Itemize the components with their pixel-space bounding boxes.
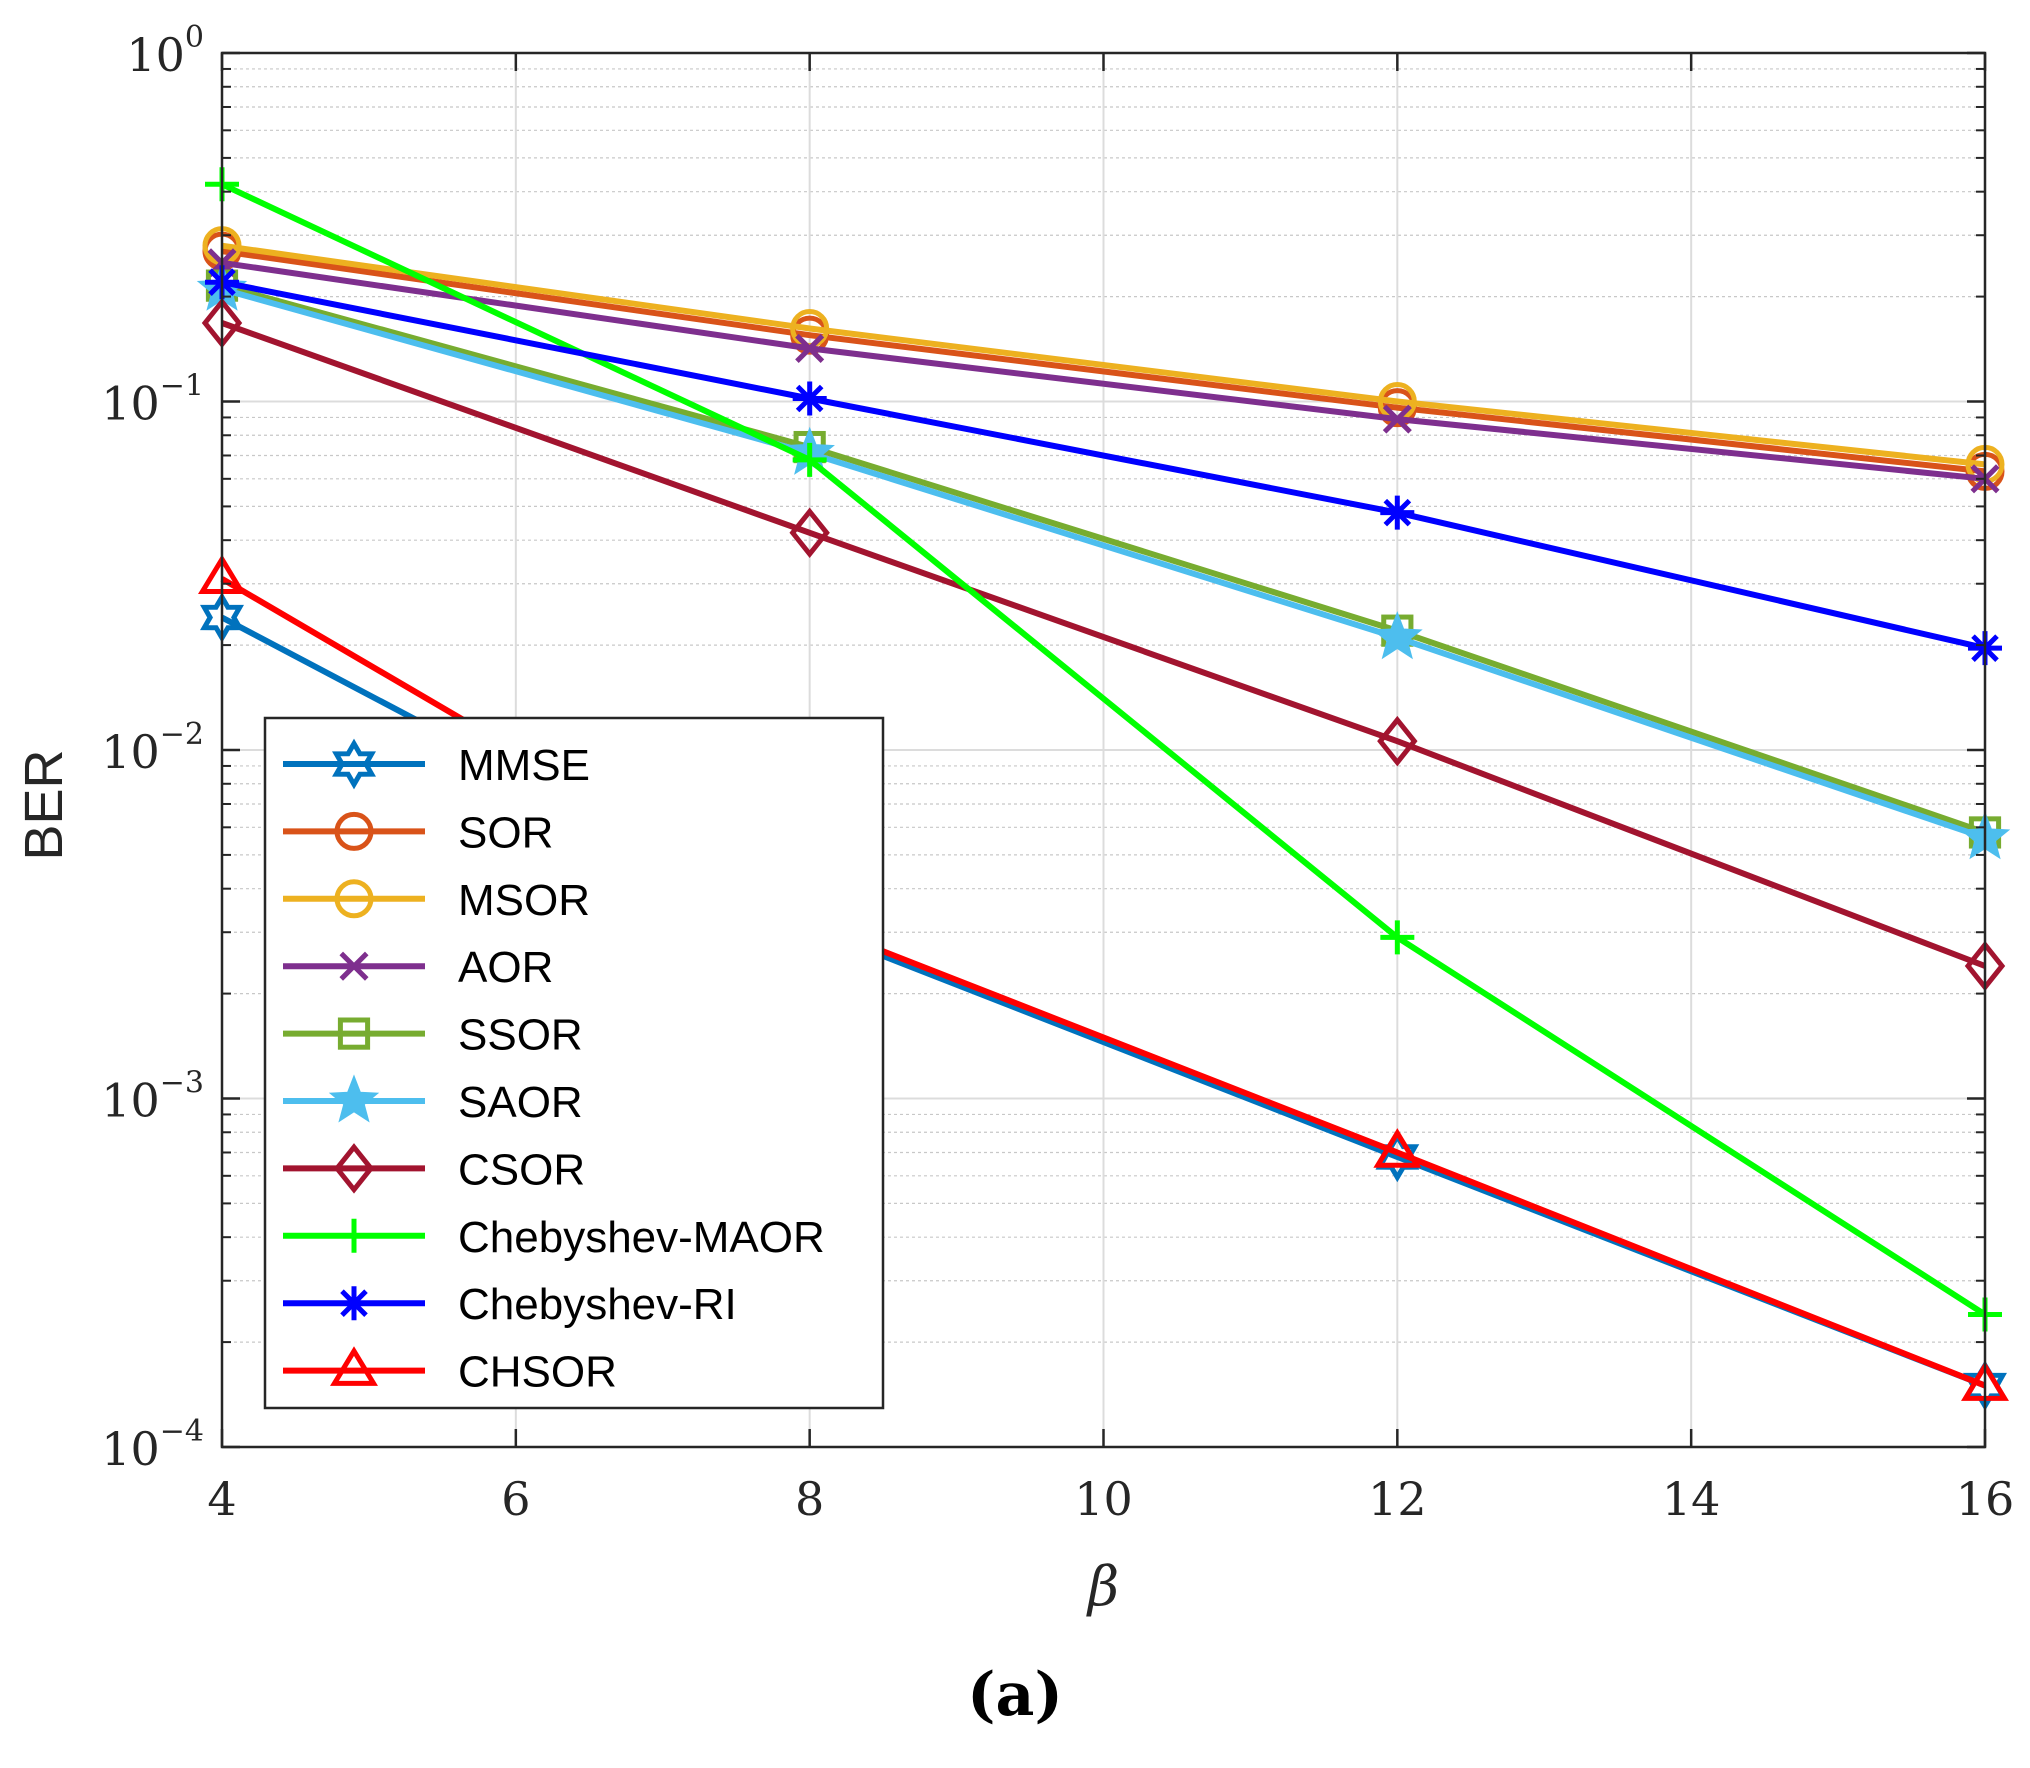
legend-label: SAOR: [458, 1078, 583, 1127]
data-point: [1377, 715, 1418, 767]
series-line: [221, 282, 1986, 836]
legend-marker: [330, 1346, 378, 1386]
ticks: 4 6 8 10 12 14 16 10−4 10−3 10−2 10−1 100: [101, 20, 2014, 1526]
legend: MMSE SOR MSOR AOR SSOR SAOR CSOR Chebyshev-MAOR…: [263, 716, 885, 1410]
data-point: [1382, 404, 1412, 434]
legend-marker: [337, 1017, 371, 1050]
legend-label: MMSE: [458, 741, 590, 790]
labels: β BER: [14, 749, 1119, 1618]
legend-label: Chebyshev-RI: [458, 1280, 737, 1329]
legend-label: SOR: [458, 808, 553, 857]
series-line: [221, 259, 1986, 482]
series-line: [221, 242, 1986, 468]
data-point: [1373, 1128, 1422, 1168]
y-tick-label: 10−4: [101, 1414, 204, 1476]
legend-marker: [339, 951, 369, 981]
y-tick-label: 10−3: [101, 1066, 204, 1128]
legend-item: MSOR: [283, 876, 590, 925]
series-csor: [201, 297, 2006, 992]
legend-item: AOR: [283, 943, 553, 992]
series-line: [221, 286, 1986, 841]
ber-chart: 4 6 8 10 12 14 16 10−4 10−3 10−2 10−1 100 β BER MMS…: [14, 20, 2014, 1618]
data-point: [1372, 611, 1423, 660]
x-tick-label: 4: [207, 1472, 236, 1526]
legend-label: Chebyshev-MAOR: [458, 1213, 825, 1262]
y-tick-label: 10−1: [101, 369, 204, 431]
legend-item: SAOR: [283, 1074, 583, 1127]
legend-marker: [328, 1074, 380, 1123]
legend-item: SSOR: [283, 1011, 583, 1060]
legend-label: CSOR: [458, 1145, 585, 1194]
series-line: [221, 248, 1986, 475]
legend-label: MSOR: [458, 876, 590, 925]
series-line: [220, 181, 1987, 1318]
legend-marker: [334, 811, 374, 851]
legend-item: MMSE: [283, 738, 590, 790]
series-line: [220, 320, 1987, 969]
legend-marker: [333, 1143, 375, 1194]
legend-label: CHSOR: [458, 1348, 617, 1397]
legend-marker: [337, 1218, 371, 1253]
x-axis-label: β: [1086, 1555, 1119, 1618]
x-tick-label: 6: [501, 1472, 530, 1526]
legend-item: Chebyshev-RI: [283, 1280, 737, 1329]
legend-marker: [334, 879, 374, 919]
legend-marker: [337, 1286, 371, 1321]
data-point: [1380, 920, 1415, 955]
x-tick-label: 14: [1662, 1472, 1721, 1526]
legend-item: CSOR: [283, 1143, 585, 1194]
legend-item: SOR: [283, 808, 553, 857]
figure-caption: (a): [967, 1660, 1063, 1730]
legend-label: SSOR: [458, 1011, 583, 1060]
y-tick-label: 10−2: [101, 717, 204, 779]
data-point: [1380, 495, 1415, 530]
y-tick-label: 100: [126, 20, 204, 82]
data-point: [789, 507, 830, 559]
y-axis-label: BER: [14, 749, 74, 860]
x-tick-label: 12: [1368, 1472, 1427, 1526]
legend-item: Chebyshev-MAOR: [283, 1213, 825, 1262]
data-point: [792, 442, 827, 477]
series-line: [221, 279, 1986, 652]
x-tick-label: 10: [1074, 1472, 1133, 1526]
legend-label: AOR: [458, 943, 553, 992]
legend-item: CHSOR: [283, 1346, 617, 1397]
x-tick-label: 16: [1956, 1472, 2015, 1526]
legend-marker: [332, 738, 376, 790]
data-point: [795, 333, 825, 363]
data-point: [792, 381, 827, 416]
x-tick-label: 8: [795, 1472, 824, 1526]
